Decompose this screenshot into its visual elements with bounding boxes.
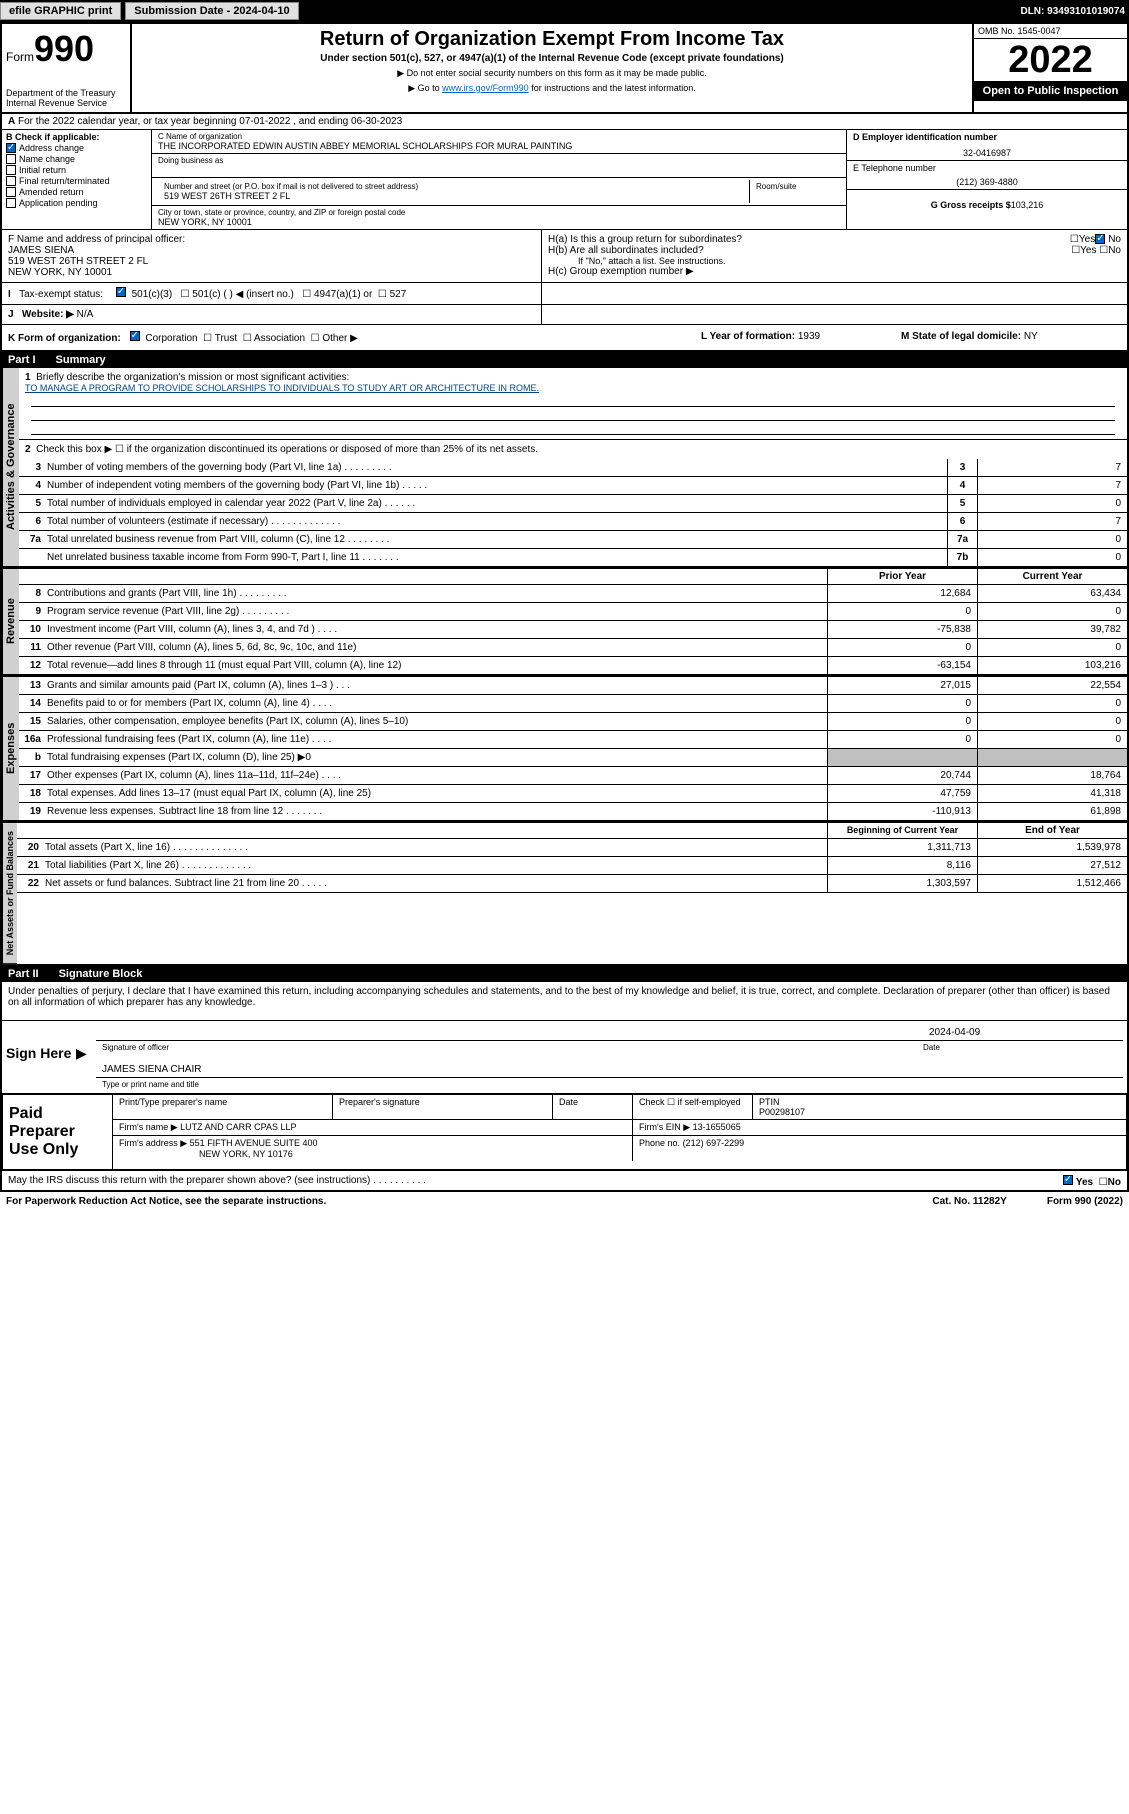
summary-line: 7aTotal unrelated business revenue from … xyxy=(19,531,1127,549)
form-header: Form990 Department of the Treasury Inter… xyxy=(2,24,1127,114)
form-container: Form990 Department of the Treasury Inter… xyxy=(0,22,1129,1192)
section-bcd: B Check if applicable: Address changeNam… xyxy=(2,130,1127,230)
checkbox[interactable] xyxy=(6,187,16,197)
declaration: Under penalties of perjury, I declare th… xyxy=(2,982,1127,1012)
form-subtext-2: ▶ Go to www.irs.gov/Form990 for instruct… xyxy=(136,83,968,94)
dba-cell: Doing business as xyxy=(152,154,846,178)
irs-link[interactable]: www.irs.gov/Form990 xyxy=(442,83,529,93)
part1-header: Part I Summary xyxy=(2,352,1127,368)
ha-yes: ☐Yes xyxy=(1070,234,1095,245)
efile-button[interactable]: efile GRAPHIC print xyxy=(0,2,121,20)
governance-section: Activities & Governance 1 Briefly descri… xyxy=(2,368,1127,569)
checkbox-row: Application pending xyxy=(6,198,147,208)
checkbox[interactable] xyxy=(6,165,16,175)
dept-label: Department of the Treasury Internal Reve… xyxy=(6,88,126,108)
data-line: 15Salaries, other compensation, employee… xyxy=(19,713,1127,731)
section-fh: F Name and address of principal officer:… xyxy=(2,230,1127,283)
expenses-label: Expenses xyxy=(2,677,19,821)
revenue-section: Revenue Prior Year Current Year 8Contrib… xyxy=(2,569,1127,677)
netassets-label: Net Assets or Fund Balances xyxy=(2,823,17,964)
omb-number: OMB No. 1545-0047 xyxy=(974,24,1127,39)
data-line: 14Benefits paid to or for members (Part … xyxy=(19,695,1127,713)
hb-yesno: ☐Yes ☐No xyxy=(1071,245,1121,256)
data-line: 12Total revenue—add lines 8 through 11 (… xyxy=(19,657,1127,675)
checkbox-row: Final return/terminated xyxy=(6,176,147,186)
data-line: 18Total expenses. Add lines 13–17 (must … xyxy=(19,785,1127,803)
data-line: 9Program service revenue (Part VIII, lin… xyxy=(19,603,1127,621)
checkbox[interactable] xyxy=(6,176,16,186)
top-toolbar: efile GRAPHIC print Submission Date - 20… xyxy=(0,0,1129,22)
checkbox-row: Name change xyxy=(6,154,147,164)
summary-line: Net unrelated business taxable income fr… xyxy=(19,549,1127,567)
section-de: D Employer identification number 32-0416… xyxy=(847,130,1127,229)
discuss-yes-checkbox[interactable] xyxy=(1063,1175,1073,1185)
ein-cell: D Employer identification number 32-0416… xyxy=(847,130,1127,161)
data-line: 11Other revenue (Part VIII, column (A), … xyxy=(19,639,1127,657)
form-title: Return of Organization Exempt From Incom… xyxy=(136,28,968,51)
revenue-header: Prior Year Current Year xyxy=(19,569,1127,585)
expenses-section: Expenses 13Grants and similar amounts pa… xyxy=(2,677,1127,823)
preparer-table: Paid Preparer Use Only Print/Type prepar… xyxy=(2,1094,1127,1170)
netassets-section: Net Assets or Fund Balances Beginning of… xyxy=(2,823,1127,966)
arrow-icon: ▶ xyxy=(76,1045,87,1061)
city-cell: City or town, state or province, country… xyxy=(152,206,846,229)
tax-year-row: A For the 2022 calendar year, or tax yea… xyxy=(2,114,1127,130)
data-line: bTotal fundraising expenses (Part IX, co… xyxy=(19,749,1127,767)
checkbox-row: Initial return xyxy=(6,165,147,175)
form-number: 990 xyxy=(34,28,94,69)
header-right: OMB No. 1545-0047 2022 Open to Public In… xyxy=(972,24,1127,112)
summary-line: 4Number of independent voting members of… xyxy=(19,477,1127,495)
form-label: Form xyxy=(6,50,34,64)
summary-line: 5Total number of individuals employed in… xyxy=(19,495,1127,513)
data-line: 8Contributions and grants (Part VIII, li… xyxy=(19,585,1127,603)
header-middle: Return of Organization Exempt From Incom… xyxy=(132,24,972,112)
section-b-checkboxes: B Check if applicable: Address changeNam… xyxy=(2,130,152,229)
data-line: 13Grants and similar amounts paid (Part … xyxy=(19,677,1127,695)
summary-line: 6Total number of volunteers (estimate if… xyxy=(19,513,1127,531)
submission-date-button[interactable]: Submission Date - 2024-04-10 xyxy=(125,2,298,20)
section-c: C Name of organization THE INCORPORATED … xyxy=(152,130,847,229)
data-line: 21Total liabilities (Part X, line 26) . … xyxy=(17,857,1127,875)
checkbox[interactable] xyxy=(6,198,16,208)
form-subtext-1: ▶ Do not enter social security numbers o… xyxy=(136,68,968,79)
principal-officer: F Name and address of principal officer:… xyxy=(2,230,542,282)
summary-line: 3Number of voting members of the governi… xyxy=(19,459,1127,477)
tax-year: 2022 xyxy=(974,39,1127,81)
data-line: 10Investment income (Part VIII, column (… xyxy=(19,621,1127,639)
data-line: 19Revenue less expenses. Subtract line 1… xyxy=(19,803,1127,821)
corp-checkbox[interactable] xyxy=(130,331,140,341)
phone-cell: E Telephone number (212) 369-4880 xyxy=(847,161,1127,190)
part2-header: Part II Signature Block xyxy=(2,966,1127,982)
governance-label: Activities & Governance xyxy=(2,368,19,567)
street-cell: Number and street (or P.O. box if mail i… xyxy=(152,178,846,206)
501c3-checkbox[interactable] xyxy=(116,287,126,297)
checkbox-row: Address change xyxy=(6,143,147,153)
org-name-cell: C Name of organization THE INCORPORATED … xyxy=(152,130,846,154)
dln-label: DLN: 93493101019074 xyxy=(1020,6,1125,17)
form-subtitle: Under section 501(c), 527, or 4947(a)(1)… xyxy=(136,53,968,64)
gross-cell: G Gross receipts $103,216 xyxy=(847,190,1127,212)
row-k: K Form of organization: Corporation ☐ Tr… xyxy=(2,325,1127,352)
data-line: 17Other expenses (Part IX, column (A), l… xyxy=(19,767,1127,785)
checkbox[interactable] xyxy=(6,154,16,164)
discuss-row: May the IRS discuss this return with the… xyxy=(2,1170,1127,1190)
ha-no-checkbox[interactable] xyxy=(1095,234,1105,244)
data-line: 20Total assets (Part X, line 16) . . . .… xyxy=(17,839,1127,857)
netassets-header: Beginning of Current Year End of Year xyxy=(17,823,1127,839)
revenue-label: Revenue xyxy=(2,569,19,675)
checkbox[interactable] xyxy=(6,143,16,153)
ha-no: No xyxy=(1108,234,1121,245)
sign-here-row: Sign Here ▶ 2024-04-09 Signature of offi… xyxy=(2,1020,1127,1094)
section-h: H(a) Is this a group return for subordin… xyxy=(542,230,1127,282)
checkbox-row: Amended return xyxy=(6,187,147,197)
header-left: Form990 Department of the Treasury Inter… xyxy=(2,24,132,112)
row-i: I Tax-exempt status: 501(c)(3) ☐ 501(c) … xyxy=(2,283,1127,305)
page-footer: For Paperwork Reduction Act Notice, see … xyxy=(0,1192,1129,1211)
row-j: J Website: ▶ N/A xyxy=(2,305,1127,325)
data-line: 22Net assets or fund balances. Subtract … xyxy=(17,875,1127,893)
mission-text: TO MANAGE A PROGRAM TO PROVIDE SCHOLARSH… xyxy=(25,383,1121,393)
data-line: 16aProfessional fundraising fees (Part I… xyxy=(19,731,1127,749)
inspection-badge: Open to Public Inspection xyxy=(974,81,1127,101)
